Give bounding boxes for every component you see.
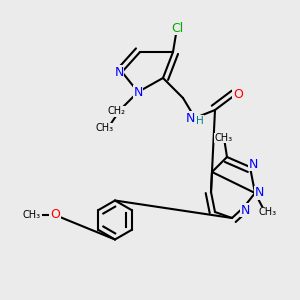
Text: CH₂: CH₂: [108, 106, 126, 116]
Text: CH₃: CH₃: [259, 207, 277, 217]
Text: N: N: [248, 158, 258, 170]
Text: CH₃: CH₃: [96, 123, 114, 133]
Text: CH₃: CH₃: [23, 210, 41, 220]
Text: Cl: Cl: [171, 22, 183, 34]
Text: N: N: [133, 85, 143, 98]
Text: N: N: [114, 65, 124, 79]
Text: O: O: [233, 88, 243, 101]
Text: N: N: [241, 203, 250, 217]
Text: N: N: [255, 187, 264, 200]
Text: N: N: [186, 112, 195, 124]
Text: H: H: [196, 116, 203, 126]
Text: CH₃: CH₃: [215, 133, 233, 143]
Text: O: O: [50, 208, 60, 221]
